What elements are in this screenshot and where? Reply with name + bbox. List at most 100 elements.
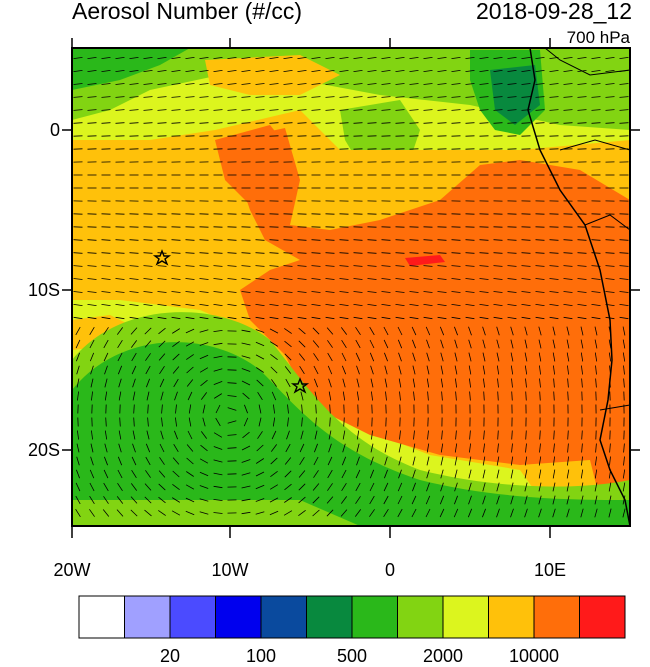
wind-barb <box>241 57 251 59</box>
wind-barb <box>145 365 151 375</box>
wind-barb <box>255 354 265 360</box>
wind-barb <box>255 458 265 464</box>
wind-barb <box>341 456 347 466</box>
wind-barb <box>412 339 416 349</box>
wind-barb <box>409 109 419 111</box>
wind-barb <box>241 122 251 124</box>
wind-barb <box>353 83 363 85</box>
wind-barb <box>87 239 97 241</box>
wind-barb <box>312 496 320 504</box>
wind-barb <box>89 509 95 517</box>
wind-barb <box>566 352 570 362</box>
wind-barb <box>524 365 528 375</box>
wind-barb <box>241 368 251 372</box>
wind-barb <box>171 109 181 111</box>
wind-barb <box>521 252 531 254</box>
wind-barb <box>311 265 321 267</box>
wind-barb <box>101 304 111 306</box>
wind-barb <box>409 83 419 85</box>
wind-barb <box>269 484 279 490</box>
wind-barb <box>284 497 292 503</box>
wind-barb <box>227 122 237 124</box>
wind-barb <box>479 122 489 124</box>
wind-barb <box>283 122 293 124</box>
wind-barb <box>563 109 573 111</box>
pressure-level: 700 hPa <box>566 28 630 47</box>
wind-barb <box>619 304 629 306</box>
wind-barb <box>202 417 206 427</box>
wind-barb <box>507 252 517 254</box>
wind-barb <box>199 278 209 280</box>
wind-barb <box>339 83 349 85</box>
wind-barb <box>340 509 348 517</box>
wind-barb <box>157 278 167 280</box>
wind-barb <box>87 83 97 85</box>
wind-barb <box>525 443 527 453</box>
wind-barb <box>594 482 598 492</box>
wind-barb <box>146 430 150 440</box>
wind-barb <box>73 316 83 320</box>
wind-barb <box>538 456 542 466</box>
wind-barb <box>269 304 279 306</box>
wind-barb <box>283 316 293 320</box>
wind-barb <box>552 495 556 505</box>
wind-barb <box>496 469 500 479</box>
wind-barb <box>287 417 289 427</box>
wind-barb <box>132 391 136 401</box>
wind-barb <box>115 109 125 111</box>
wind-barb <box>199 265 209 267</box>
wind-barb <box>451 291 461 293</box>
wind-barb <box>311 57 321 59</box>
wind-barb <box>595 456 597 466</box>
wind-barb <box>355 469 361 479</box>
wind-barb <box>130 509 138 517</box>
wind-barb <box>535 70 545 72</box>
wind-barb <box>425 495 431 505</box>
wind-barb <box>161 417 163 427</box>
wind-barb <box>339 316 349 320</box>
wind-barb <box>511 430 513 440</box>
wind-barb <box>552 469 556 479</box>
wind-barb <box>241 355 251 359</box>
wind-barb <box>623 378 625 388</box>
wind-barb <box>143 239 153 241</box>
wind-barb <box>157 265 167 267</box>
wind-barb <box>525 391 527 401</box>
wind-barb <box>101 122 111 124</box>
wind-barb <box>241 342 251 346</box>
wind-barb <box>521 83 531 85</box>
wind-barb <box>76 352 80 362</box>
wind-barb <box>241 511 251 515</box>
wind-barb <box>255 291 265 293</box>
wind-barb <box>369 495 375 505</box>
wind-barb <box>157 291 167 293</box>
country-border-4 <box>599 404 630 411</box>
wind-barb <box>241 252 251 254</box>
wind-barb <box>619 83 629 85</box>
wind-barb <box>171 328 181 334</box>
wind-barb <box>241 291 251 293</box>
wind-barb <box>454 339 458 349</box>
wind-barb <box>286 430 290 440</box>
wind-barb <box>595 365 597 375</box>
wind-barb <box>187 430 193 440</box>
wind-barb <box>567 456 569 466</box>
wind-barb <box>411 495 417 505</box>
wind-barb <box>171 510 181 516</box>
wind-barb <box>440 482 444 492</box>
colorbar-swatch <box>579 595 626 639</box>
wind-barb <box>395 265 405 267</box>
wind-barb <box>440 365 444 375</box>
wind-barb <box>507 83 517 85</box>
wind-barb <box>115 252 125 254</box>
wind-barb <box>269 109 279 111</box>
wind-barb <box>538 482 542 492</box>
wind-barb <box>465 122 475 124</box>
wind-barb <box>325 96 335 98</box>
wind-barb <box>213 368 223 372</box>
wind-barb <box>538 508 542 518</box>
wind-barb <box>311 83 321 85</box>
wind-barb <box>215 404 221 414</box>
wind-barb <box>325 291 335 293</box>
wind-barb <box>455 378 457 388</box>
